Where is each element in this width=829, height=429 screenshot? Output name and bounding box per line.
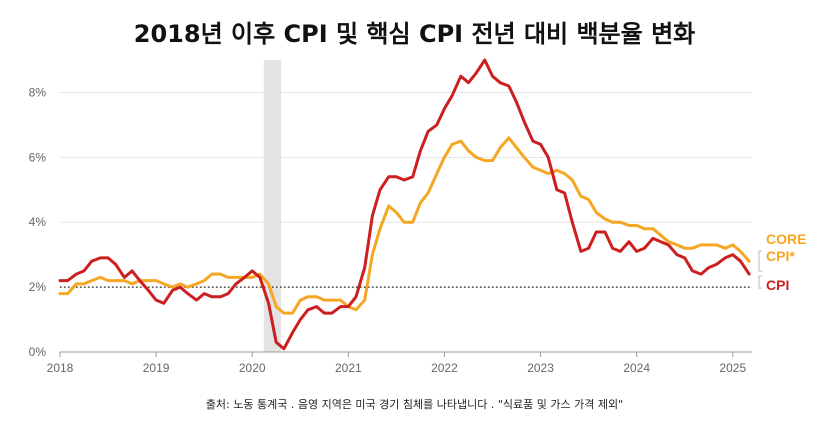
x-tick-label: 2019 (143, 361, 170, 375)
y-tick-label: 0% (29, 345, 47, 359)
x-tick-label: 2025 (719, 361, 746, 375)
core-cpi-label: CORE (766, 231, 806, 247)
x-tick-label: 2022 (431, 361, 458, 375)
x-tick-label: 2021 (335, 361, 362, 375)
y-tick-label: 4% (29, 215, 47, 229)
cpi-label: CPI (766, 277, 789, 293)
core-cpi-label: CPI* (766, 248, 795, 264)
y-tick-label: 8% (29, 85, 47, 99)
core-cpi-bracket (758, 250, 762, 272)
y-tick-label: 6% (29, 150, 47, 164)
x-tick-label: 2023 (527, 361, 554, 375)
cpi-line (58, 58, 751, 351)
source-note: 출처: 노동 통계국 . 음영 지역은 미국 경기 침체를 나타냅니다 . "식… (205, 398, 624, 411)
x-tick-label: 2020 (239, 361, 266, 375)
x-tick-label: 2024 (623, 361, 650, 375)
cpi-bracket (758, 275, 762, 289)
y-tick-label: 2% (29, 280, 47, 294)
chart-title: 2018년 이후 CPI 및 핵심 CPI 전년 대비 백분율 변화 (133, 20, 696, 48)
x-tick-label: 2018 (47, 361, 74, 375)
core-cpi-line (58, 136, 751, 315)
recession-band (263, 60, 282, 352)
